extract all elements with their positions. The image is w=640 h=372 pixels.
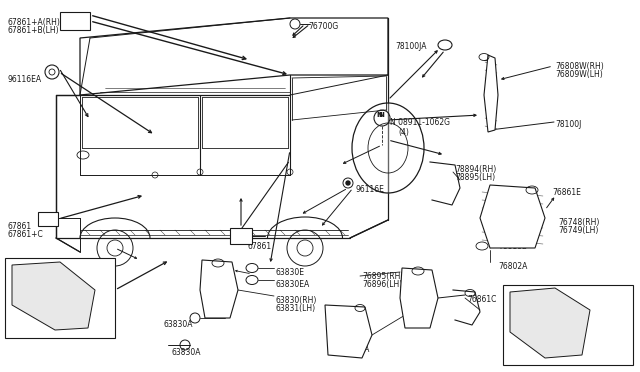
Polygon shape <box>400 268 438 328</box>
Text: 76896(LH): 76896(LH) <box>548 316 588 325</box>
Text: 76749(LH): 76749(LH) <box>558 226 598 235</box>
Polygon shape <box>80 18 388 95</box>
Text: 67861+B(LH): 67861+B(LH) <box>8 26 60 35</box>
Circle shape <box>346 181 350 185</box>
Text: 76809W(LH): 76809W(LH) <box>555 70 603 79</box>
Text: 78895(LH): 78895(LH) <box>455 173 495 182</box>
Text: 67861: 67861 <box>248 242 272 251</box>
Text: F/OVER FDR: F/OVER FDR <box>48 278 90 284</box>
Polygon shape <box>510 288 590 358</box>
FancyBboxPatch shape <box>5 258 115 338</box>
Text: 96116E: 96116E <box>355 185 384 194</box>
Text: 63830E: 63830E <box>276 268 305 277</box>
Text: 76895(RH): 76895(RH) <box>362 272 403 281</box>
Text: 76861C: 76861C <box>467 295 497 304</box>
Text: 67861+A(RH): 67861+A(RH) <box>8 18 61 27</box>
Text: 76700G: 76700G <box>308 22 339 31</box>
Text: 96116EA: 96116EA <box>8 75 42 84</box>
Polygon shape <box>484 55 498 132</box>
Text: 63830EA: 63830EA <box>276 280 310 289</box>
Text: 78818E: 78818E <box>498 242 527 251</box>
Text: N 08911-1062G: N 08911-1062G <box>390 118 450 127</box>
Text: 78894(RH): 78894(RH) <box>455 165 496 174</box>
FancyBboxPatch shape <box>230 228 252 244</box>
Text: 76861E: 76861E <box>552 188 581 197</box>
Text: 76896(LH): 76896(LH) <box>362 280 403 289</box>
Text: N: N <box>376 112 382 118</box>
Text: 63830(RH): 63830(RH) <box>276 296 317 305</box>
Text: 76802A: 76802A <box>498 262 527 271</box>
FancyBboxPatch shape <box>38 212 58 226</box>
Polygon shape <box>480 185 545 248</box>
Text: 78100JA: 78100JA <box>395 42 426 51</box>
Polygon shape <box>325 305 372 358</box>
Text: 67861+C: 67861+C <box>8 230 44 239</box>
Text: F/OVER FDR: F/OVER FDR <box>570 340 612 346</box>
Text: N: N <box>378 112 384 118</box>
Text: 63831(LH): 63831(LH) <box>276 304 316 313</box>
Text: 76808W(RH): 76808W(RH) <box>555 62 604 71</box>
Text: 63831(LH): 63831(LH) <box>20 303 60 312</box>
Text: 63830A: 63830A <box>171 348 200 357</box>
Polygon shape <box>200 260 238 318</box>
Text: 63830A: 63830A <box>163 320 193 329</box>
Text: 78100J: 78100J <box>555 120 581 129</box>
Text: 76808A: 76808A <box>340 345 369 354</box>
Text: (4): (4) <box>398 128 409 137</box>
FancyBboxPatch shape <box>503 285 633 365</box>
FancyBboxPatch shape <box>60 12 90 30</box>
Text: 76748(RH): 76748(RH) <box>558 218 600 227</box>
Text: J76700PR: J76700PR <box>560 358 593 364</box>
Polygon shape <box>12 262 95 330</box>
Text: 63830(RH): 63830(RH) <box>20 295 61 304</box>
Text: 76895(RH): 76895(RH) <box>548 308 589 317</box>
Text: 67861: 67861 <box>8 222 32 231</box>
